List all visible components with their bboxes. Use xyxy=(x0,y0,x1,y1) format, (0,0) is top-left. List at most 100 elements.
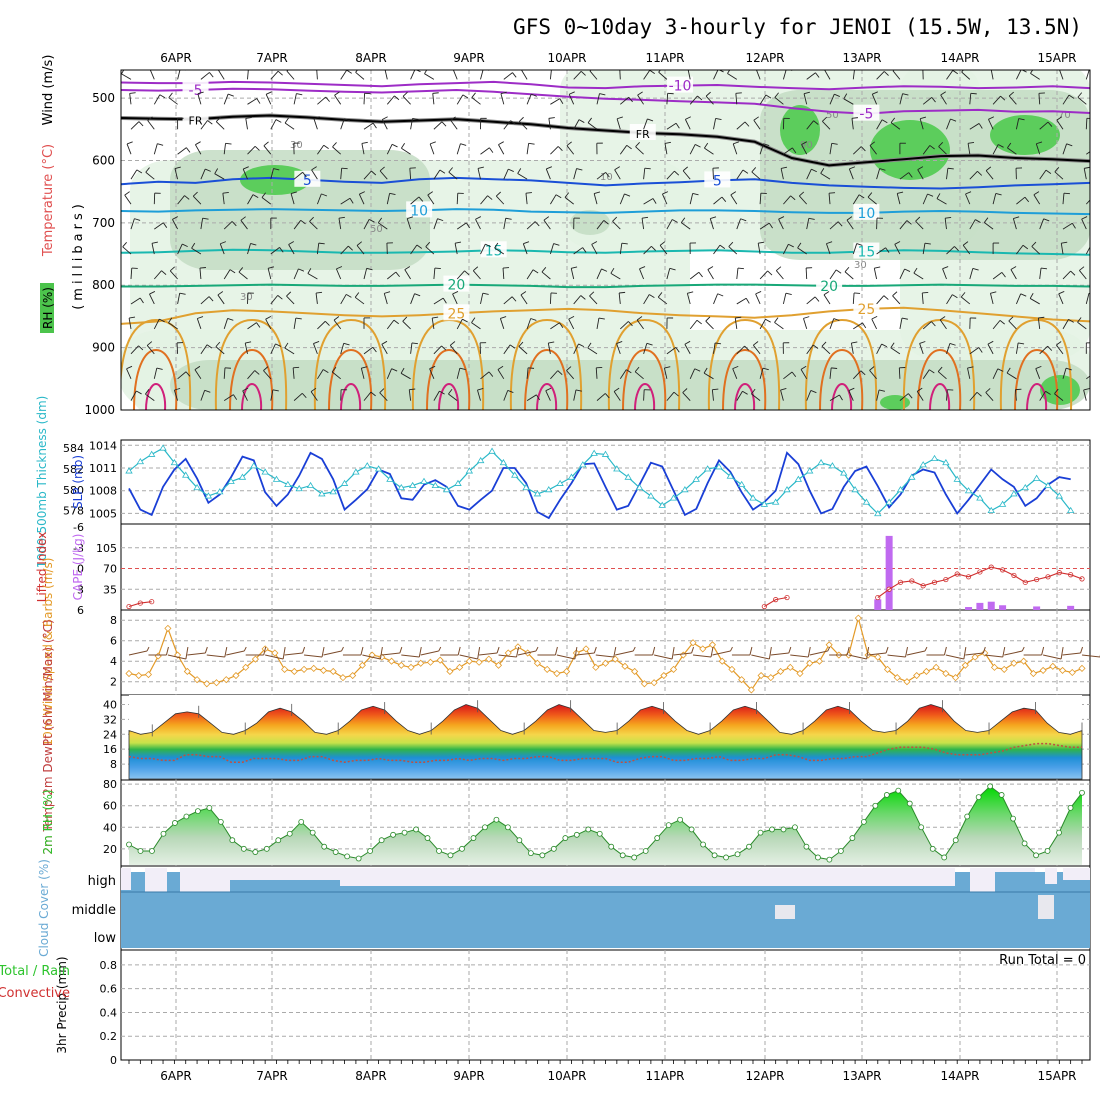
rh2m-point xyxy=(482,825,487,830)
thickness-point xyxy=(149,451,155,456)
cape-bar xyxy=(874,599,881,610)
wind-tick-label: 8 xyxy=(110,614,117,627)
wind-speed-point xyxy=(583,646,589,652)
surface-wind-barb-flag xyxy=(711,647,713,657)
surface-wind-barb-flag xyxy=(283,647,285,659)
rh2m-point xyxy=(769,827,774,832)
precip-tick-label: 0.2 xyxy=(100,1030,118,1043)
wind-speed-point xyxy=(340,675,346,681)
cape-tick-label: 35 xyxy=(103,583,117,596)
day-label-top: 14APR xyxy=(940,51,979,65)
rh2m-point xyxy=(310,830,315,835)
bottom-day-labels: 6APR 7APR 8APR 9APR 10APR 11APR 12APR 13… xyxy=(160,1069,1076,1083)
rh2m-point xyxy=(689,827,694,832)
rh2m-point xyxy=(218,819,223,824)
slp-tick-label: 1011 xyxy=(89,462,117,475)
surface-wind-barb-flag xyxy=(672,647,674,659)
rh2m-point xyxy=(207,805,212,810)
rh2m-point xyxy=(632,855,637,860)
wind-speed-point xyxy=(466,658,472,664)
temp-tick-label: 16 xyxy=(103,743,117,756)
rh2m-point xyxy=(861,819,866,824)
wind-speed-point xyxy=(408,664,414,670)
cape-bar xyxy=(886,536,893,610)
surface-wind-barb-flag xyxy=(186,647,188,659)
cloud-level-high: high xyxy=(88,874,116,889)
thickness-point xyxy=(977,495,983,500)
rh2m-point xyxy=(827,857,832,862)
surface-wind-barb-flag xyxy=(225,647,227,657)
cloud-level-low: low xyxy=(94,931,117,946)
pressure-tick-label: 1000 xyxy=(84,403,115,417)
surface-wind-barb xyxy=(1043,655,1061,659)
rh2m-point xyxy=(804,844,809,849)
surface-wind-barb xyxy=(207,655,225,657)
surface-wind-barb xyxy=(285,653,303,655)
rh2m-point xyxy=(724,855,729,860)
wind-speed-point xyxy=(301,666,307,672)
wind-barb-flag xyxy=(712,389,718,390)
day-label-top: 15APR xyxy=(1037,51,1076,65)
day-label-bottom: 7APR xyxy=(256,1069,287,1083)
wind-speed-point xyxy=(787,664,793,670)
rh2m-point xyxy=(701,842,706,847)
isotherm-label: 15 xyxy=(857,245,875,261)
day-label-top: 10APR xyxy=(547,51,586,65)
wind-barb-flag xyxy=(971,93,977,94)
surface-wind-barb-flag xyxy=(808,647,810,657)
surface-wind-barb xyxy=(946,655,964,659)
wind-speed-point xyxy=(282,666,288,672)
rh2m-point xyxy=(276,838,281,843)
thickness-point xyxy=(364,463,370,468)
legend-wind: Wind (m/s) xyxy=(41,55,56,126)
rh2m-point xyxy=(345,854,350,859)
surface-wind-barb xyxy=(654,655,672,659)
day-label-bottom: 15APR xyxy=(1037,1069,1076,1083)
isotherm-label: -5 xyxy=(189,83,203,99)
rh2m-point xyxy=(379,838,384,843)
wind-speed-point xyxy=(923,668,929,674)
rh2m-point xyxy=(896,788,901,793)
rh2m-tick-label: 20 xyxy=(103,843,117,856)
wind-barb-flag xyxy=(293,367,299,368)
wind-speed-point xyxy=(564,668,570,674)
surface-wind-barb-flag xyxy=(1061,647,1063,659)
isotherm-label: -10 xyxy=(669,79,692,95)
pressure-tick-label: 800 xyxy=(92,278,115,292)
day-label-bottom: 10APR xyxy=(547,1069,586,1083)
wind-speed-point xyxy=(1040,667,1046,673)
rh2m-point xyxy=(528,851,533,856)
wind-barb-flag xyxy=(435,268,441,269)
chart-title: GFS 0~10day 3-hourly for JENOI (15.5W, 1… xyxy=(513,15,1082,39)
surface-wind-barb xyxy=(323,651,341,655)
surface-wind-barb-flag xyxy=(730,647,732,651)
temp-tick-label: 8 xyxy=(110,758,117,771)
day-label-top: 9APR xyxy=(453,51,484,65)
day-label-bottom: 6APR xyxy=(160,1069,191,1083)
pressure-tick-label: 700 xyxy=(92,216,115,230)
rh2m-point xyxy=(988,784,993,789)
surface-wind-barb xyxy=(615,651,633,655)
rh2m-point xyxy=(299,819,304,824)
rh-contour-label: 50 xyxy=(370,224,383,235)
surface-wind-barb-flag xyxy=(1022,647,1024,651)
wind-speed-point xyxy=(272,650,278,656)
wind-barb-staff xyxy=(550,293,551,304)
rh-contour-label: 30 xyxy=(240,292,253,303)
surface-wind-barb xyxy=(1082,655,1100,657)
rh2m-point xyxy=(241,846,246,851)
isotherm-label: 25 xyxy=(857,302,875,318)
precip-panel xyxy=(121,950,1090,1060)
cape-bar xyxy=(988,602,995,610)
wind-barb-staff xyxy=(1086,118,1087,129)
rh2m-point xyxy=(655,836,660,841)
rh2m-point xyxy=(253,850,258,855)
wind-speed-point xyxy=(214,680,220,686)
wind-barb-flag xyxy=(1095,148,1098,153)
wind-barb-flag xyxy=(688,67,694,68)
wind-speed-point xyxy=(145,672,151,678)
slp-tick-label: 1014 xyxy=(89,439,117,452)
surface-wind-barb-flag xyxy=(458,647,460,655)
surface-wind-barb-flag xyxy=(906,647,908,657)
wind-barb-flag xyxy=(200,268,206,269)
